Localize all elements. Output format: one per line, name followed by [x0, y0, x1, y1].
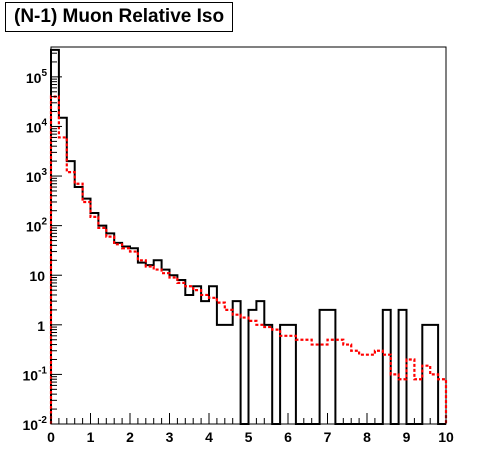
x-tick-label: 2: [126, 429, 134, 445]
y-tick-label: 1: [37, 318, 45, 334]
y-tick-label: 10-1: [23, 365, 48, 383]
y-tick-label: 105: [26, 68, 48, 86]
x-tick-label: 1: [87, 429, 95, 445]
x-tick-label: 0: [47, 429, 55, 445]
y-tick-label: 103: [26, 167, 48, 185]
x-tick-label: 5: [245, 429, 253, 445]
y-tick-label: 10-2: [23, 415, 48, 433]
x-axis: 0 1 2 3 4 5 6 7 8 9 10: [47, 413, 454, 445]
series-1-line: [49, 95, 448, 424]
y-axis: 10-2 10-1 1 10 102 103 104 105: [23, 46, 62, 433]
x-tick-label: 7: [324, 429, 332, 445]
y-tick-label: 104: [26, 117, 48, 135]
chart-title: (N-1) Muon Relative Iso: [5, 2, 234, 32]
y-tick-label: 102: [26, 217, 48, 235]
x-tick-label: 6: [284, 429, 292, 445]
x-tick-label: 3: [166, 429, 174, 445]
x-tick-label: 8: [363, 429, 371, 445]
series-layer: [49, 48, 448, 425]
x-tick-label: 9: [403, 429, 411, 445]
y-tick-label: 10: [29, 268, 45, 284]
x-tick-label: 10: [438, 429, 454, 445]
x-tick-label: 4: [205, 429, 213, 445]
